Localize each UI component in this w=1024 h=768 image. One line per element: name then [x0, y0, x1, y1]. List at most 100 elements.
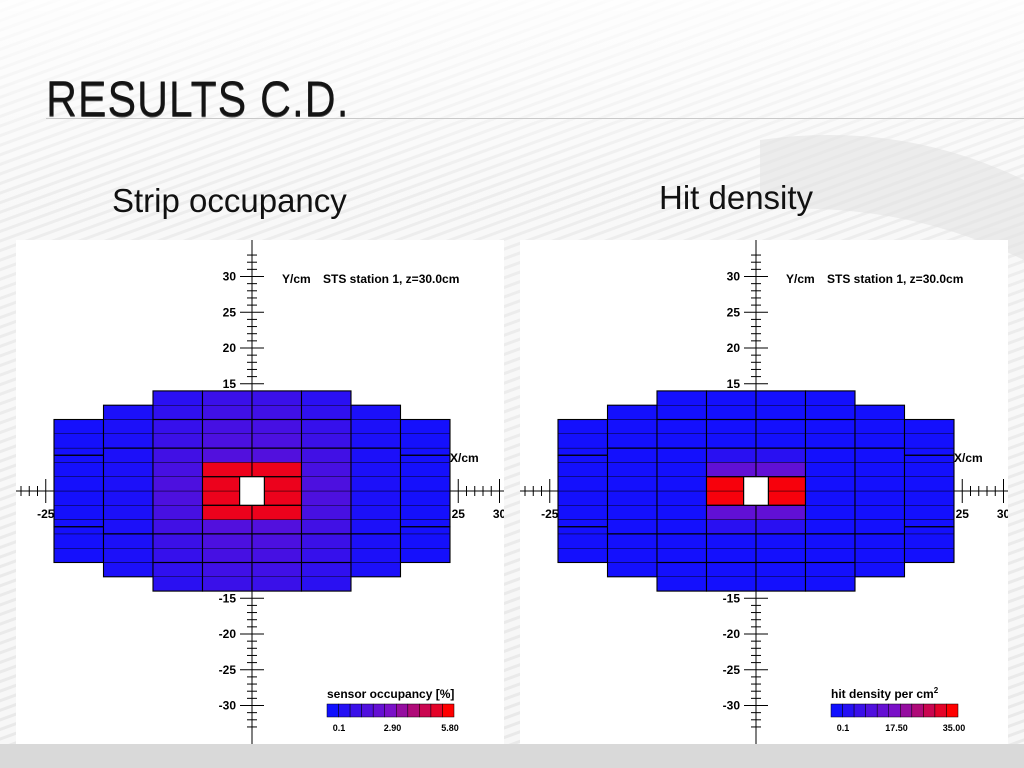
heatmap-cell: [904, 462, 955, 477]
heatmap-cell: [202, 562, 253, 578]
heatmap-cell: [152, 548, 203, 563]
heatmap-cell: [656, 462, 707, 477]
legend-tick-label: 0.1: [837, 723, 850, 733]
heatmap-cell: [656, 576, 707, 592]
heatmap-cell: [103, 476, 154, 492]
sensor-cells: [53, 390, 451, 592]
heatmap-cell: [53, 462, 104, 477]
heatmap-cell: [755, 419, 806, 435]
heatmap-cell: [152, 419, 203, 435]
legend-color-swatch: [442, 703, 455, 718]
heatmap-cell: [607, 562, 658, 578]
heatmap-cell: [251, 519, 302, 535]
heatmap-cell: [53, 548, 104, 563]
heatmap-cell: [607, 490, 658, 506]
heatmap-cell: [301, 562, 352, 578]
heatmap-cell: [706, 404, 757, 420]
heatmap-cell: [805, 404, 856, 420]
heatmap-cell: [557, 419, 608, 435]
heatmap-cell: [557, 505, 608, 520]
heatmap-cell: [755, 447, 806, 463]
heatmap-cell: [301, 476, 352, 492]
heatmap-cell: [251, 533, 302, 549]
heatmap-cell: [400, 419, 451, 435]
heatmap-cell: [755, 562, 806, 578]
y-tick-label: 25: [223, 305, 237, 319]
x-axis-label: X/cm: [450, 451, 479, 465]
heatmap-cell: [152, 505, 203, 520]
heatmap-cell: [301, 533, 352, 549]
heatmap-cell: [706, 505, 757, 520]
heatmap-cell: [53, 505, 104, 520]
heatmap-cell: [755, 404, 806, 420]
y-tick-label: 15: [223, 377, 237, 391]
x-tick-label: 25: [956, 507, 970, 521]
heatmap-cell: [706, 519, 757, 535]
heatmap-cell: [656, 505, 707, 520]
heatmap-cell: [103, 433, 154, 449]
sensor-cells: [557, 390, 955, 592]
heatmap-cell: [656, 390, 707, 406]
legend: sensor occupancy [%] 0.1 2.90 5.80: [326, 687, 459, 733]
y-tick-label: -25: [219, 663, 237, 677]
heatmap-cell: [706, 548, 757, 563]
heatmap-cell: [656, 490, 707, 506]
heatmap-cell: [301, 462, 352, 477]
heatmap-cell: [607, 447, 658, 463]
legend-color-swatch: [396, 703, 409, 718]
legend-color-swatch: [946, 703, 959, 718]
legend-color-swatch: [876, 703, 889, 718]
heatmap-cell: [805, 548, 856, 563]
heatmap-cell: [103, 505, 154, 520]
heatmap-cell: [103, 462, 154, 477]
legend-color-swatch: [923, 703, 936, 718]
heatmap-cell: [301, 419, 352, 435]
heatmap-cell: [152, 404, 203, 420]
heatmap-cell: [202, 576, 253, 592]
heatmap-cell: [152, 447, 203, 463]
heatmap-cell: [400, 462, 451, 477]
y-tick-label: 20: [727, 341, 741, 355]
legend-color-swatch: [419, 703, 432, 718]
heatmap-cell: [301, 576, 352, 592]
heatmap-cell: [755, 533, 806, 549]
heatmap-cell: [103, 490, 154, 506]
heatmap-cell: [706, 533, 757, 549]
heatmap-cell: [251, 433, 302, 449]
heatmap-cell: [350, 548, 401, 563]
heatmap-cell: [755, 548, 806, 563]
heatmap-cell: [350, 419, 401, 435]
heatmap-cell: [301, 505, 352, 520]
heatmap-cell: [557, 533, 608, 549]
heatmap-cell: [755, 390, 806, 406]
heatmap-cell: [350, 519, 401, 535]
heatmap-cell: [755, 433, 806, 449]
heatmap-cell: [607, 533, 658, 549]
heatmap-cell: [706, 462, 757, 477]
heatmap-cell: [904, 533, 955, 549]
legend-color-swatch: [842, 703, 855, 718]
heatmap-cell: [350, 462, 401, 477]
heatmap-cell: [202, 505, 253, 520]
heatmap-cell: [854, 562, 905, 578]
heatmap-cell: [904, 505, 955, 520]
heatmap-cell: [755, 505, 806, 520]
heatmap-cell: [301, 548, 352, 563]
heatmap-cell: [202, 433, 253, 449]
heatmap-cell: [706, 447, 757, 463]
heatmap-cell: [607, 404, 658, 420]
heatmap-cell: [854, 490, 905, 506]
heatmap-cell: [350, 533, 401, 549]
heatmap-cell: [557, 548, 608, 563]
heatmap-cell: [152, 533, 203, 549]
heatmap-cell: [103, 548, 154, 563]
heatmap-cell: [854, 404, 905, 420]
legend-color-swatch: [911, 703, 924, 718]
title-divider: [46, 118, 1024, 119]
y-tick-label: -15: [219, 591, 237, 605]
heatmap-cell: [904, 476, 955, 492]
beam-hole: [239, 476, 265, 506]
heatmap-cell: [755, 519, 806, 535]
heatmap-cell: [202, 519, 253, 535]
heatmap-cell: [350, 476, 401, 492]
